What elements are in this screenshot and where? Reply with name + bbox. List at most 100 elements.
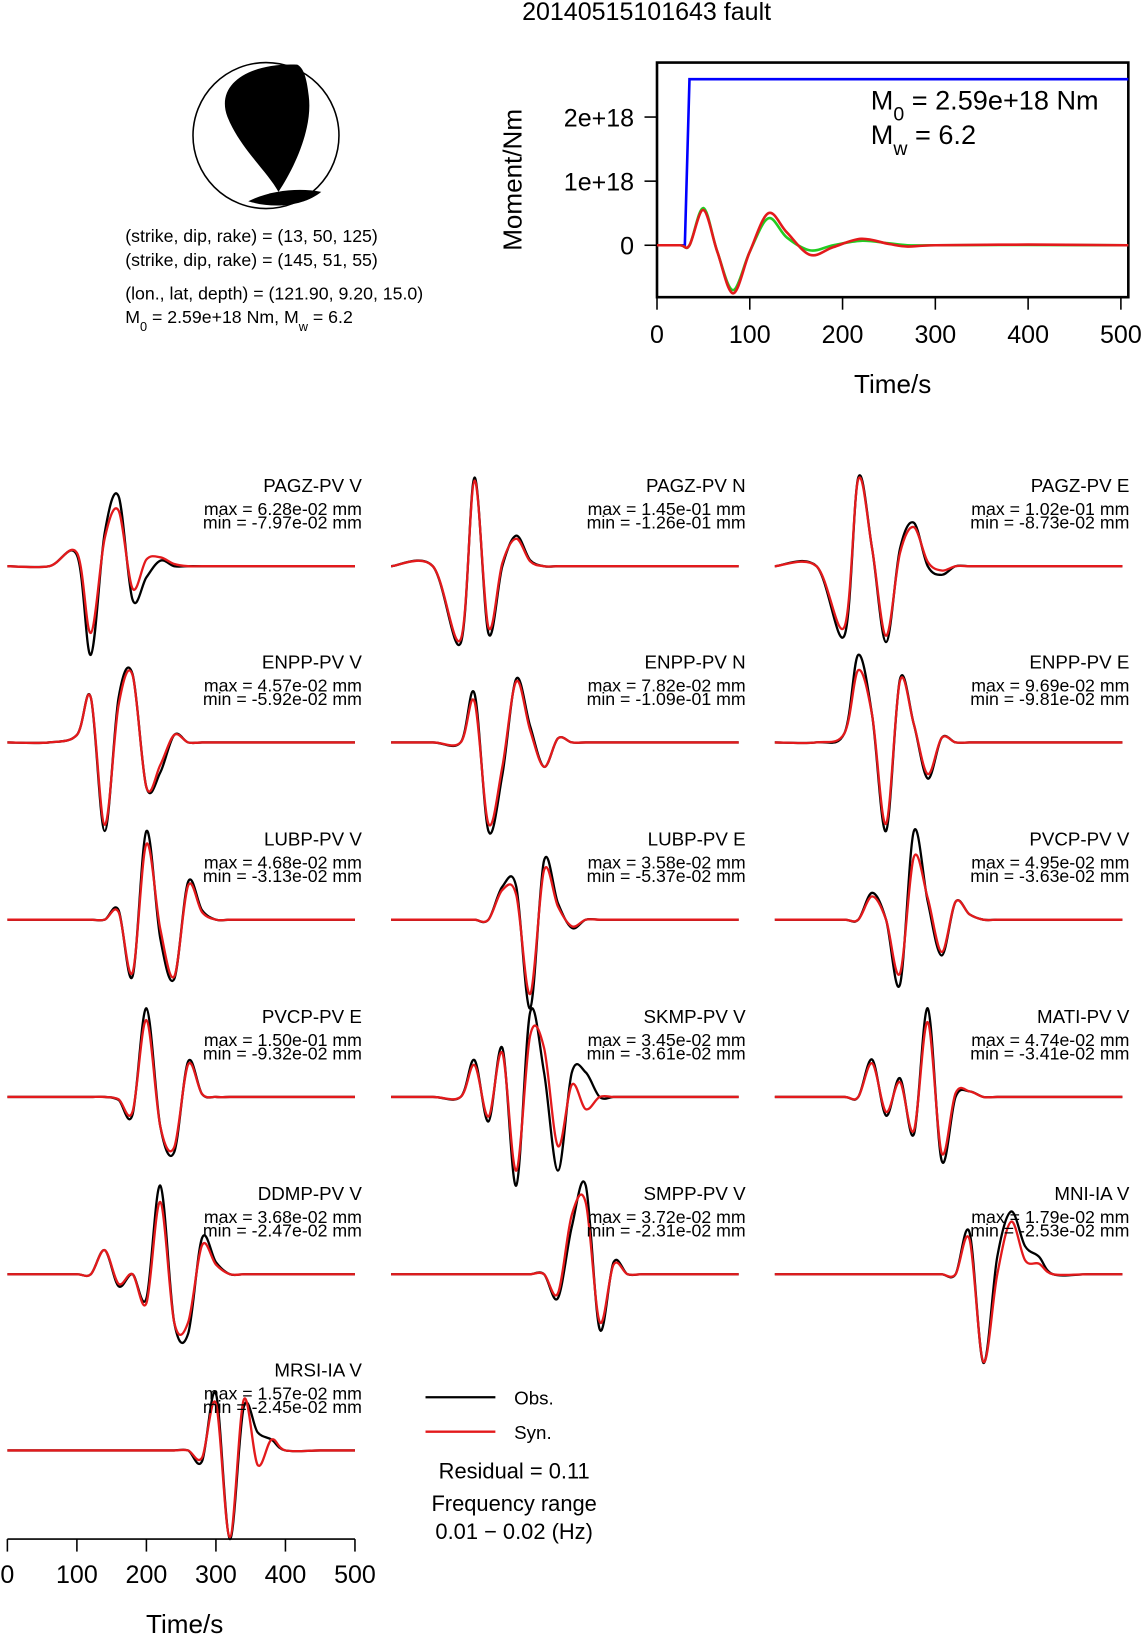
x-tick-label: 200 [822, 321, 864, 349]
x-tick-label: 400 [265, 1561, 307, 1589]
min-label: min = -1.09e-01 mm [587, 689, 746, 709]
moment-annotation-part: M [871, 84, 894, 115]
mechanism-moment: M0 = 2.59e+18 Nm, Mw = 6.2 [125, 307, 353, 334]
mechanism-moment-part: w [298, 319, 309, 334]
max-label: max = 1.02e-01 mm [971, 499, 1129, 519]
mechanism-line: (strike, dip, rake) = (145, 51, 55) [125, 250, 378, 270]
min-label: min = -3.61e-02 mm [587, 1043, 746, 1063]
min-label: min = -2.53e-02 mm [970, 1221, 1129, 1241]
x-axis-label: Time/s [854, 369, 931, 399]
moment-annotation-part: M [871, 119, 894, 150]
waveform-syn [7, 669, 355, 826]
station-label: LUBP-PV E [648, 829, 746, 850]
max-label: max = 3.72e-02 mm [588, 1207, 746, 1227]
x-tick-label: 300 [195, 1561, 237, 1589]
max-label: max = 4.74e-02 mm [971, 1030, 1129, 1050]
beachball-compression [248, 189, 322, 206]
min-label: min = -3.41e-02 mm [970, 1043, 1129, 1063]
station-label: ENPP-PV V [262, 651, 363, 672]
y-axis-label: Moment/Nm [497, 109, 527, 251]
figure-title: 20140515101643 fault [522, 0, 771, 26]
waveform-syn [774, 1220, 1123, 1363]
note: Frequency range [431, 1491, 596, 1516]
mechanism-moment-part: = 2.59e+18 Nm, M [147, 307, 299, 327]
max-label: max = 1.50e-01 mm [204, 1030, 362, 1050]
beachball-compression [224, 64, 310, 192]
max-label: max = 9.69e-02 mm [971, 675, 1129, 695]
waveform-syn [774, 853, 1123, 976]
moment-annotation-part: w [892, 138, 908, 160]
min-label: min = -5.37e-02 mm [587, 866, 746, 886]
max-label: max = 4.68e-02 mm [204, 853, 362, 873]
station-label: PVCP-PV V [1029, 829, 1130, 850]
mechanism-line: (lon., lat, depth) = (121.90, 9.20, 15.0… [125, 283, 423, 303]
waveform-syn [391, 680, 739, 827]
moment-annotation-part: 0 [893, 103, 904, 125]
max-label: max = 3.58e-02 mm [588, 853, 746, 873]
moment-line [657, 206, 1129, 292]
x-tick-label: 500 [1100, 321, 1142, 349]
station-label: PAGZ-PV N [646, 475, 746, 496]
waveform-syn [7, 1397, 355, 1539]
min-label: min = -9.32e-02 mm [203, 1043, 362, 1063]
station-label: MRSI-IA V [274, 1359, 362, 1380]
legend-label: Syn. [514, 1422, 552, 1443]
station-label: ENPP-PV E [1029, 651, 1129, 672]
waveform-syn [391, 1193, 739, 1325]
min-label: min = -8.73e-02 mm [970, 513, 1129, 533]
waveform-syn [7, 1200, 355, 1336]
moment-annotation-part: = 2.59e+18 Nm [904, 84, 1098, 115]
x-tick-label: 0 [0, 1561, 14, 1589]
station-label: PVCP-PV E [262, 1006, 362, 1027]
station-label: DDMP-PV V [258, 1183, 363, 1204]
legend-label: Obs. [514, 1388, 554, 1409]
min-label: min = -9.81e-02 mm [970, 689, 1129, 709]
waveform-syn [7, 1018, 355, 1153]
min-label: min = -5.92e-02 mm [203, 689, 362, 709]
max-label: max = 7.82e-02 mm [588, 675, 746, 695]
mechanism-moment-part: 0 [140, 319, 147, 334]
x-axis-label: Time/s [146, 1609, 223, 1635]
plot-frame [655, 61, 1130, 299]
max-label: max = 6.28e-02 mm [204, 499, 362, 519]
moment-annotation-part: = 6.2 [907, 119, 976, 150]
x-tick-label: 200 [126, 1561, 168, 1589]
note: Residual = 0.11 [439, 1459, 590, 1484]
y-tick-label: 2e+18 [564, 104, 634, 132]
y-tick-label: 0 [620, 233, 634, 261]
waveform-syn [390, 479, 739, 643]
station-label: LUBP-PV V [264, 829, 362, 850]
waveform-syn [7, 507, 355, 635]
waveform-syn [391, 866, 739, 996]
station-label: SMPP-PV V [644, 1183, 747, 1204]
max-label: max = 1.57e-02 mm [204, 1383, 362, 1403]
x-tick-label: 300 [914, 321, 956, 349]
beachball [192, 61, 340, 210]
min-label: min = -1.26e-01 mm [587, 513, 746, 533]
note: 0.01 − 0.02 (Hz) [435, 1519, 592, 1544]
max-label: max = 4.95e-02 mm [971, 853, 1129, 873]
moment-line [657, 208, 1129, 295]
mechanism-moment-part: = 6.2 [308, 307, 353, 327]
waveform-syn [774, 1020, 1123, 1156]
min-label: min = -2.45e-02 mm [203, 1397, 362, 1417]
station-label: MATI-PV V [1037, 1006, 1130, 1027]
station-label: ENPP-PV N [645, 651, 746, 672]
waveform-syn [7, 842, 355, 979]
max-label: max = 1.45e-01 mm [588, 499, 746, 519]
x-tick-label: 100 [729, 321, 771, 349]
waveform-syn [774, 668, 1123, 825]
min-label: min = -2.31e-02 mm [587, 1221, 746, 1241]
max-label: max = 1.79e-02 mm [971, 1207, 1129, 1227]
moment-annotation: M0 = 2.59e+18 Nm [871, 84, 1099, 125]
moment-annotation: Mw = 6.2 [871, 119, 976, 160]
y-tick-label: 1e+18 [564, 169, 634, 197]
max-label: max = 4.57e-02 mm [204, 675, 362, 695]
min-label: min = -7.97e-02 mm [203, 513, 362, 533]
station-label: PAGZ-PV E [1031, 475, 1130, 496]
waveform-syn [391, 1024, 739, 1172]
waveform-syn [774, 476, 1123, 637]
x-tick-label: 100 [56, 1561, 98, 1589]
